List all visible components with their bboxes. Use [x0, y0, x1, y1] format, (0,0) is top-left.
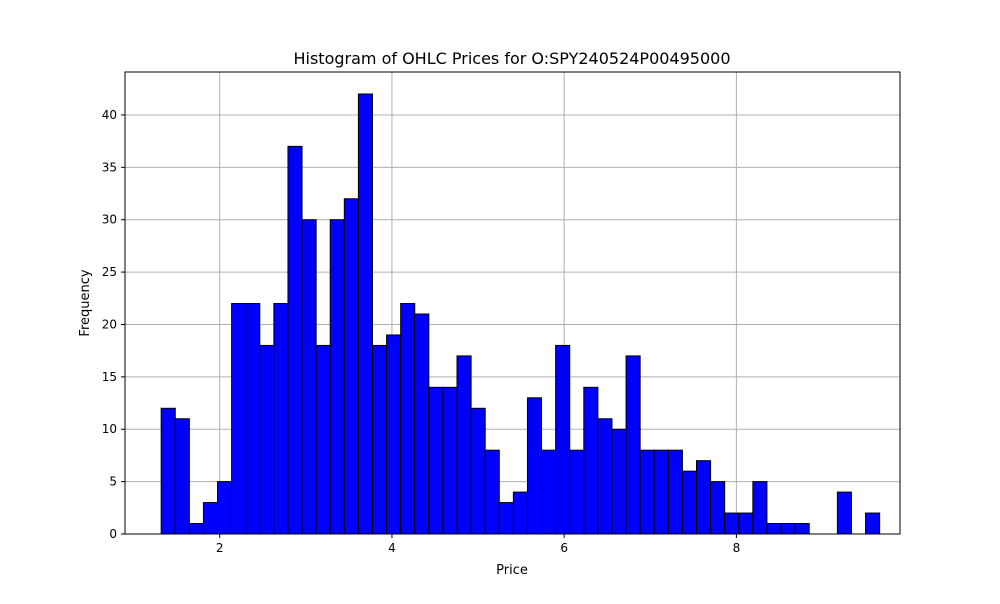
histogram-bar [217, 481, 233, 535]
histogram-bar [428, 386, 444, 535]
x-axis-label: Price [496, 563, 528, 578]
histogram-bar [541, 449, 557, 535]
histogram-bar [836, 491, 852, 535]
histogram-bar [752, 481, 768, 535]
histogram-bar [526, 397, 543, 535]
histogram-bars [160, 93, 881, 535]
histogram-bar [653, 449, 669, 535]
histogram-bar [400, 303, 416, 535]
plot-area-frame [124, 71, 901, 535]
histogram-bar [780, 523, 796, 535]
histogram-bar [245, 303, 261, 535]
histogram-bar [512, 491, 528, 535]
histogram-bar [696, 460, 712, 535]
histogram-bar [498, 502, 514, 535]
y-tick-label: 5 [109, 475, 117, 489]
histogram-bar [315, 344, 331, 535]
histogram-bar [231, 303, 247, 535]
histogram-bar [724, 512, 740, 535]
histogram-bar [273, 303, 289, 535]
histogram-bar [386, 334, 402, 535]
y-tick-label: 40 [102, 108, 117, 122]
x-axis-ticks: 2 4 6 8 [216, 534, 740, 555]
histogram-bar [597, 418, 613, 535]
histogram-bar [160, 407, 176, 535]
histogram-bar [174, 418, 190, 535]
histogram-bar [794, 523, 810, 535]
histogram-bar [414, 313, 430, 535]
histogram-bar [357, 93, 373, 535]
histogram-bar [470, 407, 486, 535]
histogram-bar [329, 219, 345, 535]
histogram-bar [865, 512, 881, 535]
histogram-bar [611, 428, 627, 535]
histogram-bar [301, 219, 317, 535]
histogram-bar [484, 449, 500, 535]
histogram-bar [442, 386, 458, 535]
histogram-bar [710, 481, 726, 535]
y-tick-label: 25 [102, 265, 117, 279]
histogram-bar [456, 355, 472, 535]
histogram-bar [287, 145, 303, 535]
histogram-bar [259, 344, 275, 535]
y-tick-label: 30 [102, 213, 117, 227]
histogram-bar [202, 502, 219, 535]
histogram-bar [681, 470, 698, 535]
histogram-bar [343, 198, 359, 535]
y-tick-label: 35 [102, 160, 117, 174]
y-axis-label: Frequency [78, 269, 93, 336]
x-tick-label: 4 [388, 541, 396, 555]
x-tick-label: 6 [560, 541, 568, 555]
y-tick-label: 10 [102, 422, 117, 436]
y-tick-label: 15 [102, 370, 117, 384]
histogram-bar [371, 344, 388, 535]
histogram-bar [639, 449, 655, 535]
histogram-bar [583, 386, 599, 535]
chart-title: Histogram of OHLC Prices for O:SPY240524… [293, 49, 730, 68]
histogram-bar [555, 344, 571, 535]
y-axis-ticks: 0 5 10 15 20 25 30 35 40 [102, 108, 125, 541]
x-tick-label: 2 [216, 541, 224, 555]
histogram-bar [766, 523, 782, 535]
histogram-bar [667, 449, 683, 535]
x-tick-label: 8 [733, 541, 741, 555]
y-tick-label: 0 [109, 527, 117, 541]
histogram-bar [188, 523, 204, 535]
histogram-bar [569, 449, 585, 535]
y-tick-label: 20 [102, 317, 117, 331]
histogram-bar [625, 355, 641, 535]
histogram-bar [738, 512, 754, 535]
